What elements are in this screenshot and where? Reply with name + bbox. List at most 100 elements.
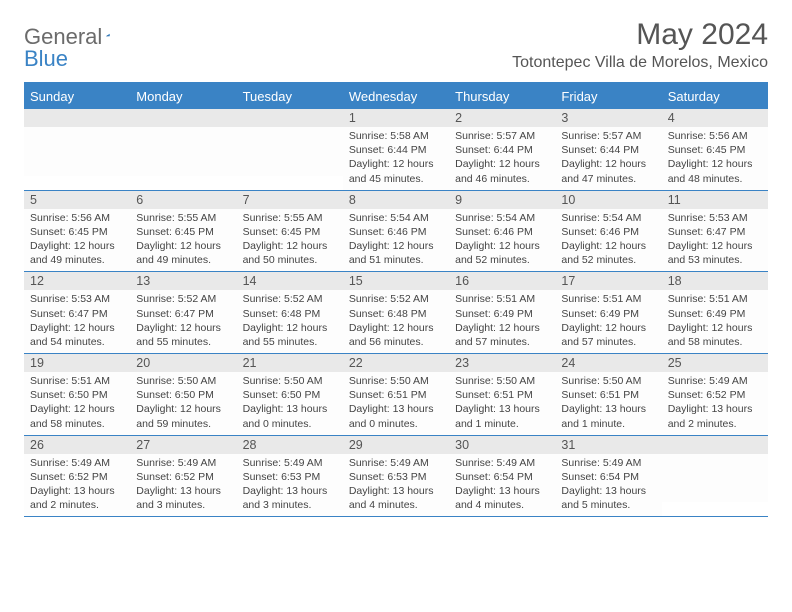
day-number: 25	[662, 354, 768, 372]
day-details: Sunrise: 5:50 AMSunset: 6:51 PMDaylight:…	[449, 372, 555, 435]
day-number: 14	[237, 272, 343, 290]
day-number: 27	[130, 436, 236, 454]
day-cell-empty	[24, 109, 130, 190]
day-details: Sunrise: 5:51 AMSunset: 6:49 PMDaylight:…	[662, 290, 768, 353]
day-details: Sunrise: 5:51 AMSunset: 6:50 PMDaylight:…	[24, 372, 130, 435]
day-cell: 23Sunrise: 5:50 AMSunset: 6:51 PMDayligh…	[449, 354, 555, 435]
day-cell: 15Sunrise: 5:52 AMSunset: 6:48 PMDayligh…	[343, 272, 449, 353]
week-row: 1Sunrise: 5:58 AMSunset: 6:44 PMDaylight…	[24, 109, 768, 191]
day-details: Sunrise: 5:50 AMSunset: 6:50 PMDaylight:…	[237, 372, 343, 435]
day-number: 6	[130, 191, 236, 209]
day-cell: 27Sunrise: 5:49 AMSunset: 6:52 PMDayligh…	[130, 436, 236, 517]
day-cell: 5Sunrise: 5:56 AMSunset: 6:45 PMDaylight…	[24, 191, 130, 272]
day-number: 20	[130, 354, 236, 372]
day-cell: 2Sunrise: 5:57 AMSunset: 6:44 PMDaylight…	[449, 109, 555, 190]
day-number: 11	[662, 191, 768, 209]
day-details: Sunrise: 5:49 AMSunset: 6:52 PMDaylight:…	[24, 454, 130, 517]
day-details: Sunrise: 5:52 AMSunset: 6:48 PMDaylight:…	[343, 290, 449, 353]
day-cell: 31Sunrise: 5:49 AMSunset: 6:54 PMDayligh…	[555, 436, 661, 517]
day-header-thursday: Thursday	[449, 84, 555, 109]
day-cell: 29Sunrise: 5:49 AMSunset: 6:53 PMDayligh…	[343, 436, 449, 517]
day-details: Sunrise: 5:56 AMSunset: 6:45 PMDaylight:…	[24, 209, 130, 272]
day-details: Sunrise: 5:49 AMSunset: 6:53 PMDaylight:…	[343, 454, 449, 517]
day-details: Sunrise: 5:55 AMSunset: 6:45 PMDaylight:…	[237, 209, 343, 272]
day-number: 1	[343, 109, 449, 127]
day-details: Sunrise: 5:49 AMSunset: 6:54 PMDaylight:…	[555, 454, 661, 517]
day-number: 4	[662, 109, 768, 127]
day-number: 28	[237, 436, 343, 454]
day-cell: 14Sunrise: 5:52 AMSunset: 6:48 PMDayligh…	[237, 272, 343, 353]
day-number: 18	[662, 272, 768, 290]
day-number	[662, 436, 768, 454]
week-row: 12Sunrise: 5:53 AMSunset: 6:47 PMDayligh…	[24, 272, 768, 354]
location: Totontepec Villa de Morelos, Mexico	[512, 54, 768, 72]
day-details: Sunrise: 5:53 AMSunset: 6:47 PMDaylight:…	[662, 209, 768, 272]
day-details: Sunrise: 5:50 AMSunset: 6:51 PMDaylight:…	[343, 372, 449, 435]
day-number: 13	[130, 272, 236, 290]
title-block: May 2024 Totontepec Villa de Morelos, Me…	[512, 18, 768, 72]
day-details: Sunrise: 5:55 AMSunset: 6:45 PMDaylight:…	[130, 209, 236, 272]
day-cell: 24Sunrise: 5:50 AMSunset: 6:51 PMDayligh…	[555, 354, 661, 435]
day-cell-empty	[662, 436, 768, 517]
day-cell: 16Sunrise: 5:51 AMSunset: 6:49 PMDayligh…	[449, 272, 555, 353]
day-details: Sunrise: 5:51 AMSunset: 6:49 PMDaylight:…	[449, 290, 555, 353]
day-number: 16	[449, 272, 555, 290]
day-header-saturday: Saturday	[662, 84, 768, 109]
day-number: 24	[555, 354, 661, 372]
calendar: SundayMondayTuesdayWednesdayThursdayFrid…	[24, 82, 768, 517]
day-details	[130, 127, 236, 176]
day-header-wednesday: Wednesday	[343, 84, 449, 109]
day-details: Sunrise: 5:57 AMSunset: 6:44 PMDaylight:…	[449, 127, 555, 190]
day-cell: 3Sunrise: 5:57 AMSunset: 6:44 PMDaylight…	[555, 109, 661, 190]
day-number: 8	[343, 191, 449, 209]
day-number: 29	[343, 436, 449, 454]
day-number	[237, 109, 343, 127]
day-details	[24, 127, 130, 176]
week-row: 5Sunrise: 5:56 AMSunset: 6:45 PMDaylight…	[24, 191, 768, 273]
day-cell: 19Sunrise: 5:51 AMSunset: 6:50 PMDayligh…	[24, 354, 130, 435]
day-details: Sunrise: 5:56 AMSunset: 6:45 PMDaylight:…	[662, 127, 768, 190]
day-cell: 18Sunrise: 5:51 AMSunset: 6:49 PMDayligh…	[662, 272, 768, 353]
day-cell-empty	[130, 109, 236, 190]
day-cell: 13Sunrise: 5:52 AMSunset: 6:47 PMDayligh…	[130, 272, 236, 353]
logo-triangle-icon	[106, 28, 110, 42]
day-cell-empty	[237, 109, 343, 190]
day-number: 19	[24, 354, 130, 372]
day-details: Sunrise: 5:54 AMSunset: 6:46 PMDaylight:…	[343, 209, 449, 272]
day-details: Sunrise: 5:51 AMSunset: 6:49 PMDaylight:…	[555, 290, 661, 353]
day-details: Sunrise: 5:52 AMSunset: 6:47 PMDaylight:…	[130, 290, 236, 353]
day-number: 30	[449, 436, 555, 454]
day-cell: 12Sunrise: 5:53 AMSunset: 6:47 PMDayligh…	[24, 272, 130, 353]
day-details: Sunrise: 5:50 AMSunset: 6:50 PMDaylight:…	[130, 372, 236, 435]
day-number: 26	[24, 436, 130, 454]
day-cell: 1Sunrise: 5:58 AMSunset: 6:44 PMDaylight…	[343, 109, 449, 190]
day-details: Sunrise: 5:49 AMSunset: 6:53 PMDaylight:…	[237, 454, 343, 517]
day-cell: 26Sunrise: 5:49 AMSunset: 6:52 PMDayligh…	[24, 436, 130, 517]
day-details: Sunrise: 5:52 AMSunset: 6:48 PMDaylight:…	[237, 290, 343, 353]
day-number: 22	[343, 354, 449, 372]
day-number: 3	[555, 109, 661, 127]
day-header-tuesday: Tuesday	[237, 84, 343, 109]
day-number: 5	[24, 191, 130, 209]
day-cell: 25Sunrise: 5:49 AMSunset: 6:52 PMDayligh…	[662, 354, 768, 435]
day-number	[130, 109, 236, 127]
day-number: 9	[449, 191, 555, 209]
week-row: 19Sunrise: 5:51 AMSunset: 6:50 PMDayligh…	[24, 354, 768, 436]
day-number: 21	[237, 354, 343, 372]
day-details	[662, 454, 768, 503]
day-number: 23	[449, 354, 555, 372]
day-details: Sunrise: 5:49 AMSunset: 6:52 PMDaylight:…	[662, 372, 768, 435]
day-number: 17	[555, 272, 661, 290]
day-cell: 20Sunrise: 5:50 AMSunset: 6:50 PMDayligh…	[130, 354, 236, 435]
day-cell: 10Sunrise: 5:54 AMSunset: 6:46 PMDayligh…	[555, 191, 661, 272]
day-number: 2	[449, 109, 555, 127]
day-cell: 21Sunrise: 5:50 AMSunset: 6:50 PMDayligh…	[237, 354, 343, 435]
day-cell: 28Sunrise: 5:49 AMSunset: 6:53 PMDayligh…	[237, 436, 343, 517]
day-details: Sunrise: 5:53 AMSunset: 6:47 PMDaylight:…	[24, 290, 130, 353]
day-cell: 22Sunrise: 5:50 AMSunset: 6:51 PMDayligh…	[343, 354, 449, 435]
day-cell: 6Sunrise: 5:55 AMSunset: 6:45 PMDaylight…	[130, 191, 236, 272]
day-number: 10	[555, 191, 661, 209]
week-row: 26Sunrise: 5:49 AMSunset: 6:52 PMDayligh…	[24, 436, 768, 518]
day-cell: 9Sunrise: 5:54 AMSunset: 6:46 PMDaylight…	[449, 191, 555, 272]
day-header-sunday: Sunday	[24, 84, 130, 109]
